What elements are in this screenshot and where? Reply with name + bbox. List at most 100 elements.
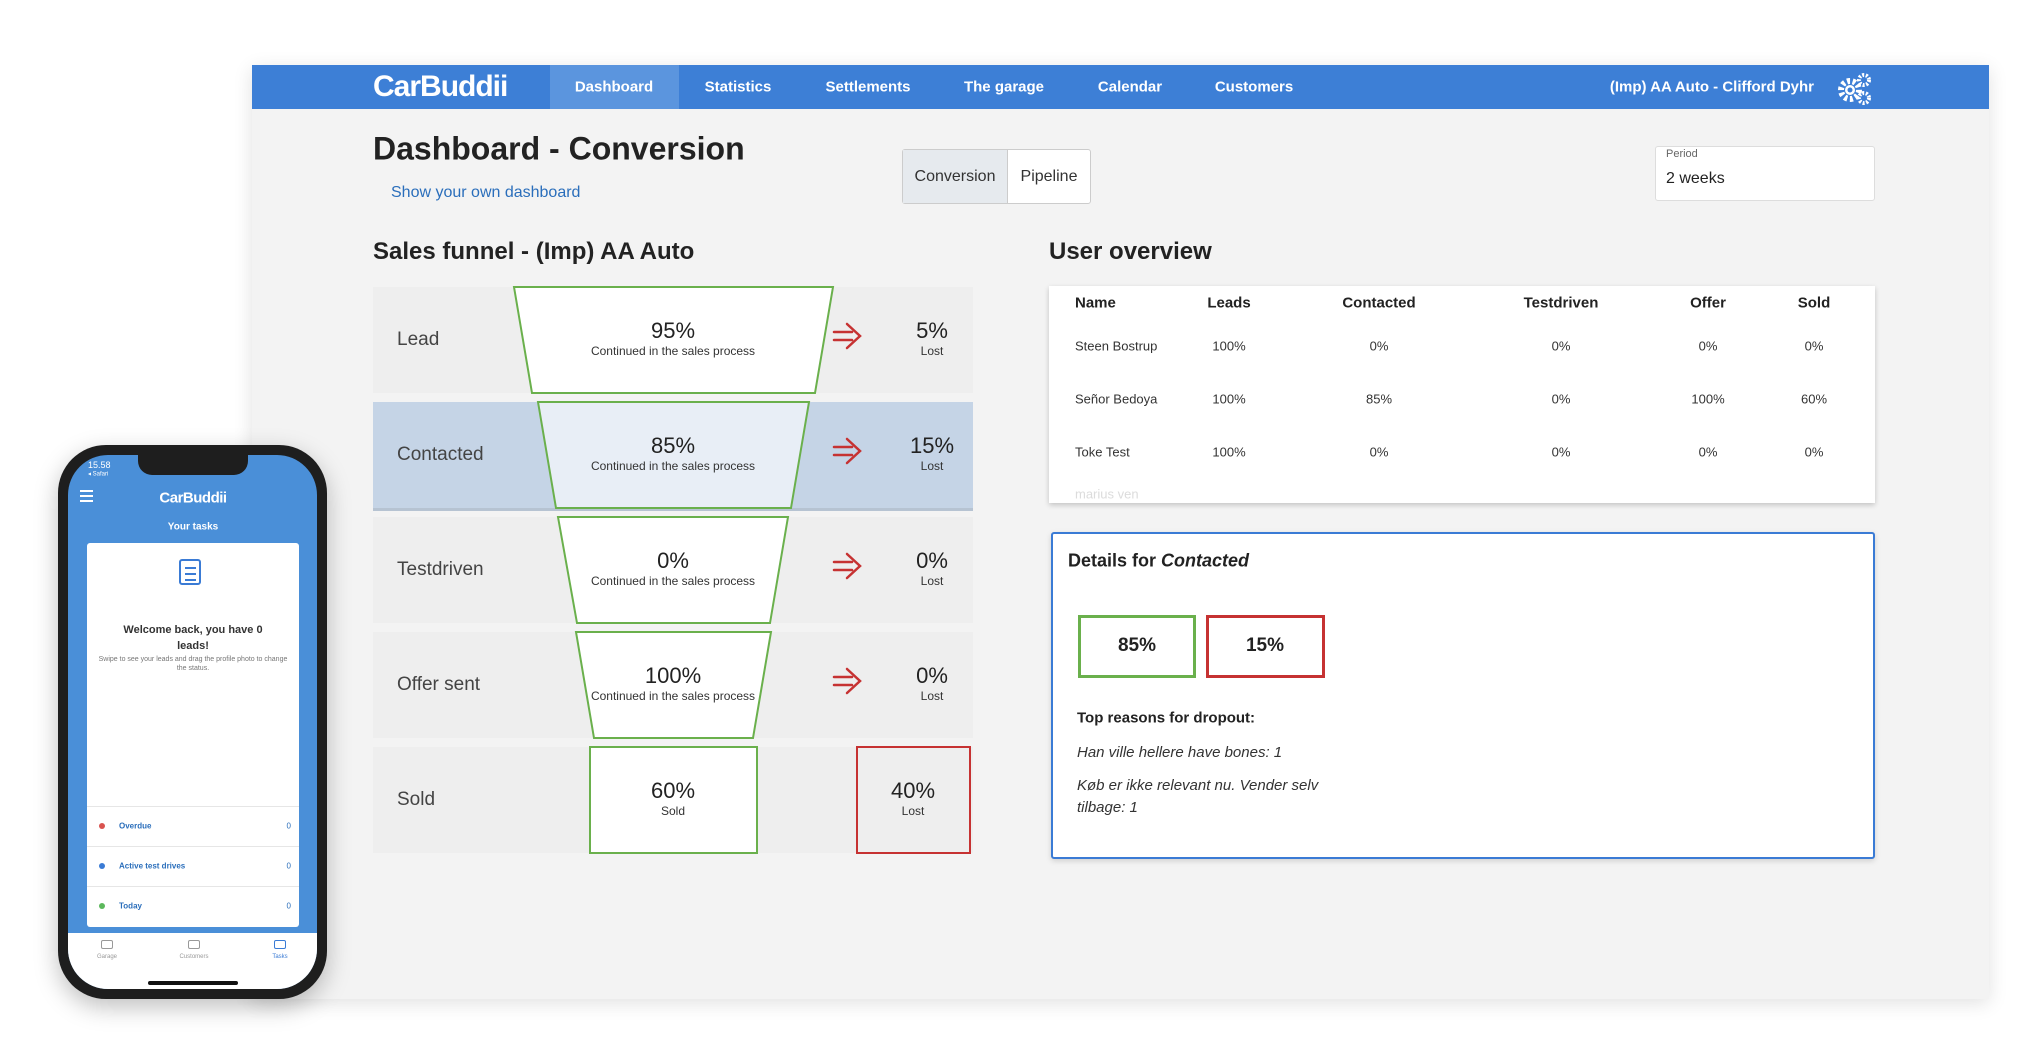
details-title: Details for Contacted [1068, 550, 1250, 571]
nav-item[interactable]: Dashboard [574, 78, 654, 96]
tab-label[interactable]: Customers [179, 954, 209, 960]
menu-icon-line [80, 495, 93, 497]
nav-item[interactable]: Statistics [704, 78, 772, 96]
task-card [87, 543, 299, 927]
continued-note: Continued in the sales process [590, 574, 756, 588]
own-dashboard-link[interactable]: Show your own dashboard [391, 184, 581, 201]
table-cell: 100% [1212, 444, 1246, 460]
nav-item[interactable]: Calendar [1097, 78, 1163, 96]
stage-name[interactable]: Lead [397, 329, 440, 350]
task-count: 0 [286, 861, 291, 871]
phone-screen: 15.58 ◂ Safari CarBuddii Your tasks Welcome … [68, 455, 317, 989]
lost-box [856, 746, 971, 854]
task-icon [179, 559, 201, 585]
user-table [1049, 286, 1875, 503]
funnel-stage-shape [512, 286, 835, 394]
table-cell: 0% [1551, 338, 1571, 354]
lost-arrow [832, 322, 862, 350]
nav-item[interactable]: Customers [1214, 78, 1294, 96]
toggle-button[interactable]: Pipeline [1020, 168, 1078, 185]
funnel-row-shadow [373, 508, 973, 511]
reasons-title: Top reasons for dropout: [1077, 709, 1256, 727]
dropout-reason: Han ville hellere have bones: 1 [1077, 744, 1283, 761]
period-select[interactable] [1655, 146, 1875, 201]
details-stage: Contacted [1161, 550, 1250, 571]
settings-gear [1838, 78, 1862, 102]
table-cell: 0% [1369, 338, 1389, 354]
task-label[interactable]: Today [119, 901, 142, 911]
table-cell: Toke Test [1075, 444, 1130, 460]
tab-label[interactable]: Tasks [272, 954, 288, 960]
lost-note: Lost [901, 804, 925, 818]
nav-active-tab [550, 65, 679, 109]
hint-text: Swipe to see your leads and drag the pro… [98, 656, 288, 672]
table-header: Sold [1797, 294, 1831, 312]
task-label[interactable]: Active test drives [119, 861, 186, 871]
page-title: Dashboard - Conversion [373, 130, 745, 167]
lost-percent: 15% [1245, 635, 1285, 656]
lost-percent: 0% [916, 663, 948, 688]
status-time: 15.58 [88, 460, 111, 470]
task-divider [87, 806, 299, 807]
stage-name[interactable]: Contacted [397, 444, 484, 465]
task-dot [99, 903, 105, 909]
table-header: Name [1075, 294, 1116, 312]
table-cell: 0% [1804, 338, 1824, 354]
funnel-stage-shape [556, 516, 790, 624]
table-cell: 0% [1698, 444, 1718, 460]
welcome-text: Welcome back, you have 0 leads! [123, 624, 263, 652]
period-value: 2 weeks [1666, 170, 1725, 187]
stage-name[interactable]: Testdriven [397, 559, 484, 580]
continued-box [1078, 615, 1196, 678]
continued-percent: 95% [650, 318, 696, 343]
continued-percent: 85% [1117, 635, 1157, 656]
menu-icon-line [80, 500, 93, 502]
home-indicator [148, 981, 238, 985]
continued-percent: 60% [650, 778, 696, 803]
table-cell: 0% [1369, 444, 1389, 460]
continued-percent: 100% [644, 663, 702, 688]
app-title: CarBuddii [159, 489, 227, 507]
table-header: Testdriven [1523, 294, 1599, 312]
nav-item[interactable]: Settlements [825, 78, 911, 96]
lost-percent: 0% [916, 548, 948, 573]
task-icon-line [185, 573, 196, 575]
tab-bar [68, 933, 317, 989]
lost-note: Lost [920, 459, 944, 473]
lost-note: Lost [920, 344, 944, 358]
settings-gear-small [1857, 91, 1871, 105]
lost-arrow [832, 437, 862, 465]
nav-item[interactable]: The garage [963, 78, 1045, 96]
app-subtitle: Your tasks [167, 521, 219, 533]
task-icon-line [185, 579, 196, 581]
task-dot [99, 823, 105, 829]
continued-percent: 0% [657, 548, 689, 573]
funnel-stage-shape [574, 631, 773, 739]
stage-name[interactable]: Offer sent [397, 674, 481, 695]
continued-percent: 85% [650, 433, 696, 458]
lost-arrow [832, 667, 862, 695]
lost-percent: 15% [909, 433, 955, 458]
stage-name[interactable]: Sold [397, 789, 436, 810]
table-cell: 100% [1691, 391, 1725, 407]
funnel-stage-shape [536, 401, 811, 509]
table-cell: 100% [1212, 338, 1246, 354]
continued-note: Continued in the sales process [590, 344, 756, 358]
task-divider [87, 886, 299, 887]
continued-note: Continued in the sales process [590, 689, 756, 703]
logo: CarBuddii [373, 70, 508, 103]
section-title: Sales funnel - (Imp) AA Auto [373, 238, 695, 265]
task-label[interactable]: Overdue [119, 821, 152, 831]
table-header: Contacted [1342, 294, 1416, 312]
user-name[interactable]: (Imp) AA Auto - Clifford Dyhr [1609, 78, 1814, 96]
table-cell: 0% [1804, 444, 1824, 460]
tab-label[interactable]: Garage [96, 954, 118, 960]
lost-note: Lost [920, 574, 944, 588]
task-count: 0 [286, 821, 291, 831]
tab-icon [274, 940, 286, 949]
toggle-button[interactable]: Conversion [914, 168, 996, 185]
lost-percent: 5% [916, 318, 948, 343]
